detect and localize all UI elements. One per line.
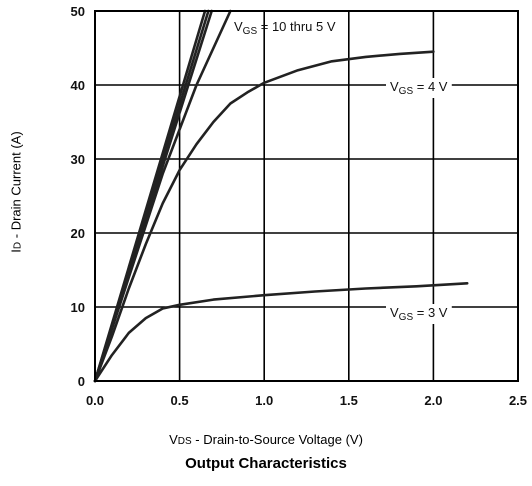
y-tick-label: 10: [71, 300, 85, 315]
x-axis-label: VDS - Drain-to-Source Voltage (V): [0, 432, 532, 447]
x-tick-label: 0.5: [171, 393, 189, 408]
annotation-background: [386, 304, 452, 324]
x-tick-label: 1.5: [340, 393, 358, 408]
y-tick-label: 0: [78, 374, 85, 389]
series-line: [93, 50, 435, 383]
y-tick-label: 50: [71, 4, 85, 19]
grid: [94, 10, 519, 382]
y-axis-label-text: - Drain Current (A): [8, 131, 24, 242]
annotation-text: VGS = 10 thru 5 V: [234, 19, 336, 37]
annotation-label: VGS = 3 V: [386, 304, 452, 324]
annotation-background: [386, 78, 452, 98]
annotation-label: VGS = 4 V: [386, 78, 452, 98]
y-tick-labels: 0 10 20 30 40 50: [71, 4, 85, 389]
annotation-text: VGS = 3 V: [390, 305, 448, 323]
x-tick-label: 2.0: [424, 393, 442, 408]
y-tick-label: 20: [71, 226, 85, 241]
annotations-group: VGS = 10 thru 5 V VGS = 4 V VGS = 3 V: [234, 19, 452, 324]
annotation-label: VGS = 10 thru 5 V: [234, 19, 336, 37]
y-tick-label: 30: [71, 152, 85, 167]
x-axis-label-symbol: V: [169, 432, 178, 447]
x-tick-labels: 0.0 0.5 1.0 1.5 2.0 2.5: [86, 393, 527, 408]
series-line: [93, 282, 469, 383]
y-tick-label: 40: [71, 78, 85, 93]
annotation-text: VGS = 4 V: [390, 79, 448, 97]
x-axis-label-subscript: DS: [177, 436, 192, 447]
y-axis-label-symbol: I: [8, 249, 24, 253]
x-axis-label-text: - Drain-to-Source Voltage (V): [191, 432, 363, 447]
x-tick-label: 2.5: [509, 393, 527, 408]
x-tick-label: 0.0: [86, 393, 104, 408]
series-line: [93, 9, 232, 383]
series-group: [93, 9, 469, 383]
y-axis-label-subscript: D: [12, 241, 24, 250]
chart-title: Output Characteristics: [185, 455, 347, 472]
x-tick-label: 1.0: [255, 393, 273, 408]
plot-frame: [94, 10, 519, 382]
